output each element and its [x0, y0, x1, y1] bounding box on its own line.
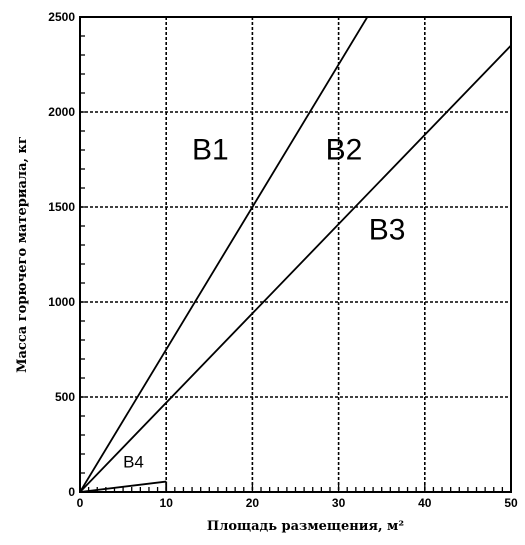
region-label-b3: B3	[369, 213, 406, 246]
region-labels: B1 B2 B3 B4	[123, 134, 405, 472]
x-axis-title: Площадь размещения, м²	[207, 519, 404, 534]
region-label-b4: B4	[123, 452, 144, 471]
x-tick-label: 30	[332, 496, 346, 510]
grid-layer	[80, 17, 511, 492]
y-tick-label: 2000	[48, 105, 75, 119]
y-tick-label: 500	[55, 390, 75, 404]
plot-frame	[79, 16, 512, 493]
x-tick-label: 20	[246, 496, 260, 510]
series-layer	[80, 17, 511, 492]
y-tick-label: 1000	[48, 295, 75, 309]
series-line-1	[80, 17, 369, 492]
x-tick-label: 50	[504, 496, 518, 510]
y-tick-label: 1500	[48, 200, 75, 214]
x-tick-label: 0	[77, 496, 84, 510]
series-line-2	[80, 44, 511, 492]
series-line-3	[80, 480, 167, 492]
x-tick-label: 10	[160, 496, 174, 510]
y-axis-title: Масса горючего материала, кг	[15, 136, 30, 373]
x-minor-ticks	[79, 16, 512, 493]
region-label-b1: B1	[192, 134, 229, 167]
x-tick-label: 40	[418, 496, 432, 510]
y-tick-label: 2500	[48, 10, 75, 24]
region-label-b2: B2	[326, 134, 363, 167]
y-tick-label: 0	[68, 485, 75, 499]
